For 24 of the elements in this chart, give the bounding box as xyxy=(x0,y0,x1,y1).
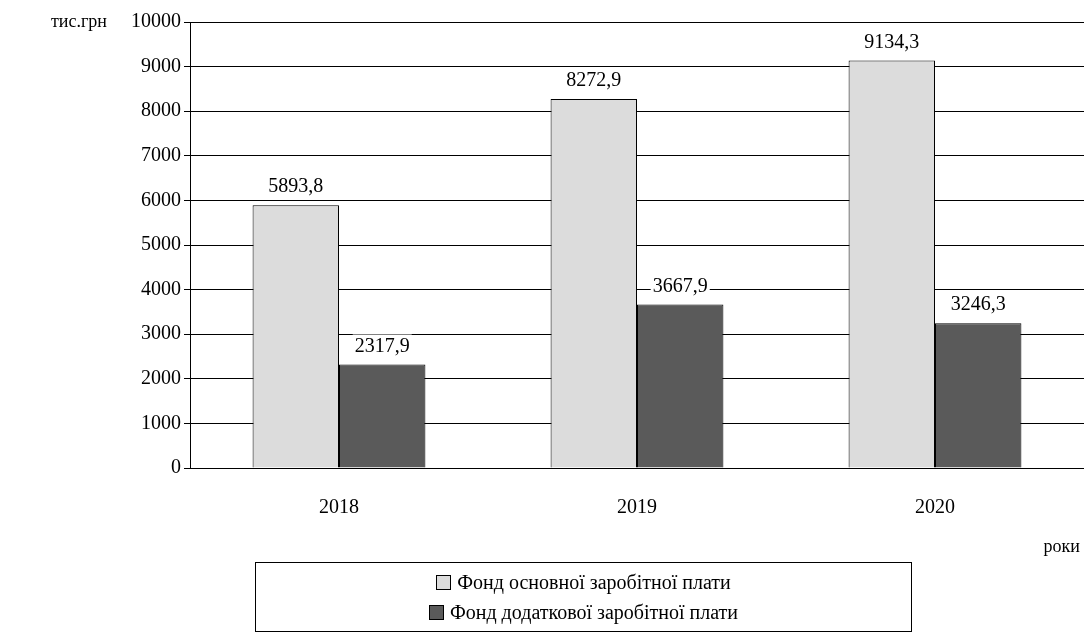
y-tick-label: 5000 xyxy=(141,232,181,255)
data-label: 9134,3 xyxy=(864,29,920,52)
x-tick-label: 2020 xyxy=(915,495,955,518)
data-label: 5893,8 xyxy=(268,174,324,197)
y-tick-label: 1000 xyxy=(141,410,181,433)
y-tick-label: 0 xyxy=(171,455,181,478)
y-tick-label: 2000 xyxy=(141,366,181,389)
y-tick-label: 7000 xyxy=(141,143,181,166)
y-tick-label: 4000 xyxy=(141,276,181,299)
y-axis-title: тис.грн xyxy=(50,10,108,31)
x-tick-label: 2019 xyxy=(617,495,657,518)
x-tick-label: 2018 xyxy=(319,495,359,518)
data-label: 2317,9 xyxy=(354,333,410,356)
y-tick-label: 6000 xyxy=(141,187,181,210)
data-label: 3667,9 xyxy=(652,273,708,296)
x-axis-title: роки xyxy=(1043,536,1081,556)
legend-label: Фонд основної заробітної плати xyxy=(457,570,731,594)
y-tick-label: 9000 xyxy=(141,53,181,76)
y-tick-label: 3000 xyxy=(141,321,181,344)
data-label: 3246,3 xyxy=(950,292,1006,315)
data-label: 8272,9 xyxy=(566,68,622,91)
legend-label: Фонд додаткової заробітної плати xyxy=(449,600,739,624)
y-tick-label: 10000 xyxy=(131,9,181,32)
y-tick-label: 8000 xyxy=(141,98,181,121)
